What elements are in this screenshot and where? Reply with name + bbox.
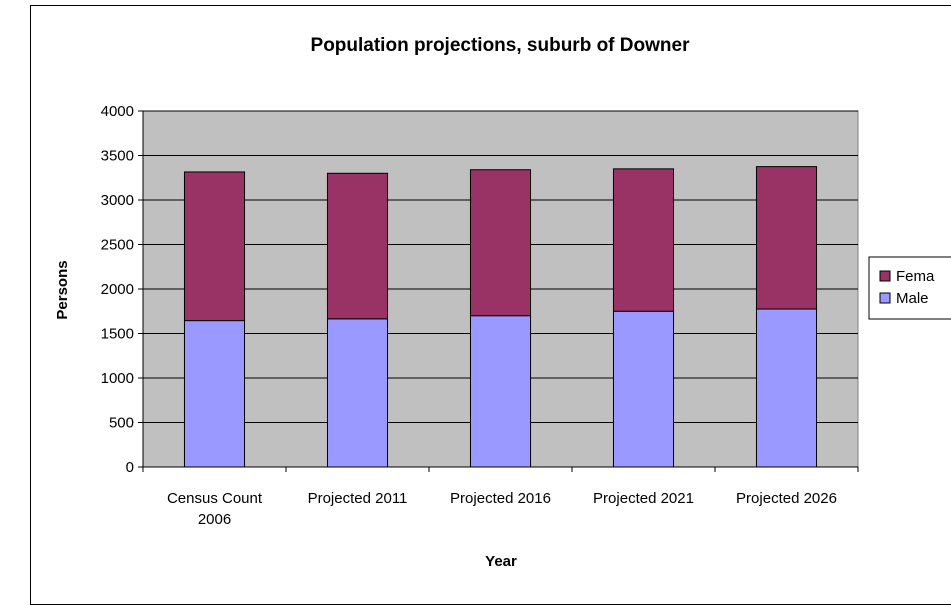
x-tick-label-line: Census Count xyxy=(167,490,263,507)
y-tick-label: 1500 xyxy=(101,326,134,343)
legend-swatch-male xyxy=(879,292,891,304)
legend-box xyxy=(868,256,951,320)
y-axis-title: Persons xyxy=(54,260,71,319)
y-tick-label: 2000 xyxy=(101,281,134,298)
bar-male xyxy=(326,318,389,468)
bar-male xyxy=(469,315,532,468)
x-tick-label-line: Projected 2021 xyxy=(593,490,694,507)
x-tick-label: Census Count 2006 xyxy=(167,490,263,528)
bar-male xyxy=(755,308,818,468)
y-tick-label: 1000 xyxy=(101,370,134,387)
x-tick-label-line: Projected 2026 xyxy=(736,490,837,507)
x-tick-label: Projected 2026 xyxy=(736,490,837,507)
y-tick-label: 2500 xyxy=(101,237,134,254)
y-tick-label: 0 xyxy=(126,459,134,476)
legend: Fema Male xyxy=(868,256,951,320)
x-tick-label: Projected 2021 xyxy=(593,490,694,507)
bar-male xyxy=(612,310,675,468)
plot-area xyxy=(142,110,859,468)
bar-female xyxy=(612,168,675,312)
bar-male xyxy=(183,320,246,468)
bar-female xyxy=(755,166,818,310)
y-tick-label: 500 xyxy=(109,415,134,432)
bar-female xyxy=(469,169,532,317)
x-axis-title: Year xyxy=(485,553,517,570)
x-tick-label-line: Projected 2011 xyxy=(308,490,408,507)
x-tick-label-line: 2006 xyxy=(198,511,231,528)
x-tick-label: Projected 2016 xyxy=(450,490,551,507)
x-tick-label-line: Projected 2016 xyxy=(450,490,551,507)
legend-label-female: Fema xyxy=(896,268,935,285)
y-tick-label: 4000 xyxy=(101,103,134,120)
x-axis-ticks: Census Count 2006 Projected 2011 Projected … xyxy=(142,467,859,528)
legend-swatch-female xyxy=(879,270,891,282)
legend-label-male: Male xyxy=(896,290,929,307)
y-tick-label: 3500 xyxy=(101,148,134,165)
bar-female xyxy=(326,172,389,320)
y-tick-label: 3000 xyxy=(101,192,134,209)
x-tick-label: Projected 2011 xyxy=(308,490,408,507)
bar-chart: Population projections, suburb of Downer… xyxy=(54,35,951,570)
bar-female xyxy=(183,171,246,322)
y-axis-ticks: 0 500 1000 1500 2000 2500 3000 3500 4000 xyxy=(101,103,143,476)
chart-title: Population projections, suburb of Downer xyxy=(311,35,691,56)
